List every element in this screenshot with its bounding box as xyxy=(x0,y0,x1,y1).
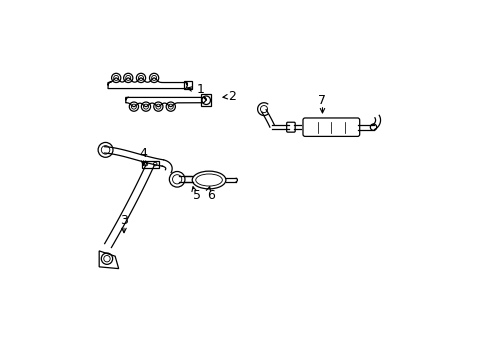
Text: 4: 4 xyxy=(139,147,147,160)
Text: 5: 5 xyxy=(192,189,200,202)
Text: 1: 1 xyxy=(196,83,203,96)
Text: 3: 3 xyxy=(120,214,128,227)
Text: 7: 7 xyxy=(318,94,326,107)
Text: 6: 6 xyxy=(206,189,214,202)
Text: 2: 2 xyxy=(228,90,236,103)
